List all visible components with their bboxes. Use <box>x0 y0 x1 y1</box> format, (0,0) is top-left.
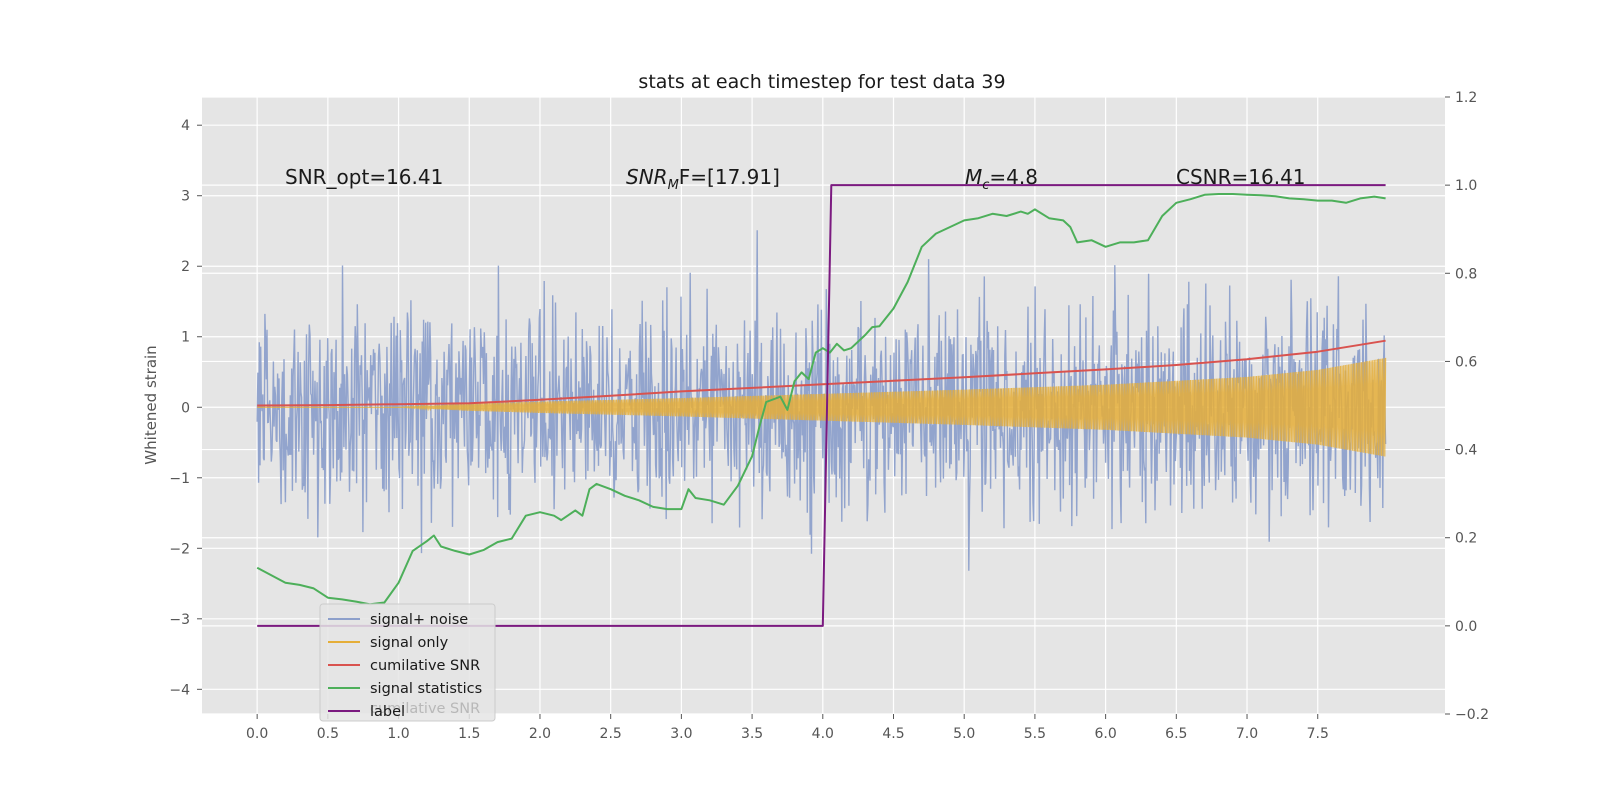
x-tick-label-13: 6.5 <box>1165 726 1187 742</box>
x-tick-label-12: 6.0 <box>1094 726 1116 742</box>
y2-tick-label-4: 0.4 <box>1455 443 1477 459</box>
y-tick-label-2: 2 <box>181 259 190 275</box>
legend-overflow-text: cumilative SNR <box>370 701 480 717</box>
y-tick-label-0: 4 <box>181 118 190 134</box>
label-line <box>257 184 1386 627</box>
x-tick-label-14: 7.0 <box>1236 726 1258 742</box>
y-tick-label-8: −4 <box>169 682 190 698</box>
x-tick-label-2: 1.0 <box>387 726 409 742</box>
x-ticks: 0.0 0.5 1.0 1.5 2.0 2.5 3.0 3.5 4.0 4.5 5.0 5.5 6.0 6… <box>246 714 1329 742</box>
x-tick-label-1: 0.5 <box>317 726 339 742</box>
y2-tick-label-6: 0.0 <box>1455 619 1477 635</box>
x-tick-label-5: 2.5 <box>600 726 622 742</box>
x-tick-label-3: 1.5 <box>458 726 480 742</box>
y-tick-label-6: −2 <box>169 541 190 557</box>
x-tick-label-0: 0.0 <box>246 726 268 742</box>
annotation-snr-opt: SNR_opt=16.41 <box>285 165 443 189</box>
y-axis-label: Whitened strain <box>142 345 160 464</box>
x-tick-label-8: 4.0 <box>812 726 834 742</box>
y2-ticks: 1.2 1.0 0.8 0.6 0.4 0.2 0.0 −0.2 <box>1445 90 1489 723</box>
x-tick-label-6: 3.0 <box>670 726 692 742</box>
chart-title: stats at each timestep for test data 39 <box>638 71 1005 93</box>
y-tick-label-3: 1 <box>181 330 190 346</box>
signal-only-line <box>257 357 1387 457</box>
legend-box <box>319 603 496 722</box>
x-tick-label-9: 4.5 <box>882 726 904 742</box>
annotation-snr-mf: SNRMF=[17.91] <box>626 165 780 193</box>
x-tick-label-10: 5.0 <box>953 726 975 742</box>
right-axis-lines <box>256 184 1386 627</box>
y-tick-label-1: 3 <box>181 189 190 205</box>
y-ticks: 4 3 2 1 0 −1 −2 −3 −4 <box>169 118 202 698</box>
legend-label-signal-only: signal only <box>370 635 449 651</box>
cumilative-snr-line <box>257 339 1386 407</box>
legend-label-signal-noise: signal+ noise <box>370 612 468 628</box>
y2-tick-label-2: 0.8 <box>1455 266 1477 282</box>
y-tick-label-4: 0 <box>181 400 190 416</box>
signal-only-series <box>257 357 1387 457</box>
signal-statistics-line <box>256 193 1386 606</box>
legend: cumilative SNR signal+ noise signal only c… <box>319 603 496 722</box>
y2-tick-label-0: 1.2 <box>1455 90 1477 106</box>
y2-tick-label-5: 0.2 <box>1455 531 1477 547</box>
annotation-chirp-mass: Mc=4.8 <box>965 165 1038 193</box>
x-tick-label-7: 3.5 <box>741 726 763 742</box>
x-tick-label-11: 5.5 <box>1024 726 1046 742</box>
legend-label-cumilative-snr: cumilative SNR <box>370 658 480 674</box>
y2-tick-label-7: −0.2 <box>1455 707 1489 723</box>
legend-label-signal-statistics: signal statistics <box>370 681 482 697</box>
x-tick-label-4: 2.0 <box>529 726 551 742</box>
y2-tick-label-3: 0.6 <box>1455 354 1477 370</box>
legend-label-label: label <box>370 704 405 720</box>
y2-tick-label-1: 1.0 <box>1455 178 1477 194</box>
y-tick-label-7: −3 <box>169 612 190 628</box>
annotation-csnr: CSNR=16.41 <box>1176 165 1306 189</box>
x-tick-label-15: 7.5 <box>1307 726 1329 742</box>
y-tick-label-5: −1 <box>169 471 190 487</box>
